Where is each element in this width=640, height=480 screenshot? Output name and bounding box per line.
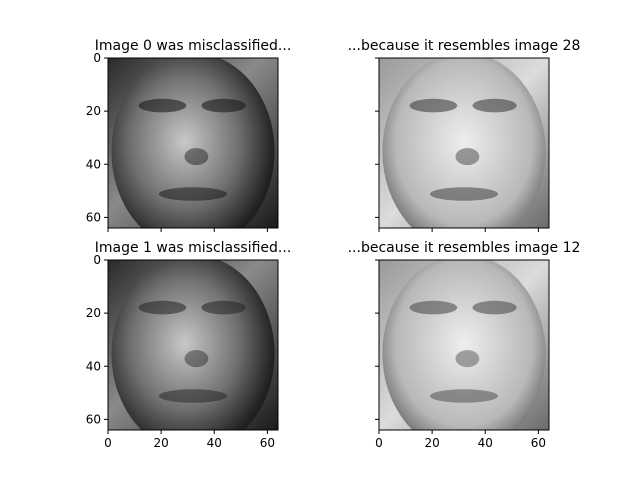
axes-frame-1: [378, 57, 550, 229]
ytick-label-0-20: 20: [86, 104, 101, 118]
ytick-label-2-0: 0: [93, 253, 101, 267]
panel-3: ...because it resembles image 12 0 20 40 60: [348, 240, 581, 450]
panel-0: Image 0 was misclassified...0 20 40 60: [86, 38, 292, 232]
xtick-label-3-20: 20: [424, 436, 439, 450]
xtick-label-2-60: 60: [260, 436, 275, 450]
ytick-label-0-60: 60: [86, 210, 101, 224]
ytick-label-2-40: 40: [86, 359, 101, 373]
panel-1: ...because it resembles image 28: [348, 38, 581, 232]
ytick-label-2-60: 60: [86, 412, 101, 426]
face-image-2: [108, 260, 278, 430]
ytick-label-0-0: 0: [93, 51, 101, 65]
xtick-label-2-0: 0: [104, 436, 112, 450]
axes-frame-2: [107, 259, 279, 431]
xtick-label-3-40: 40: [478, 436, 493, 450]
axes-frame-0: [107, 57, 279, 229]
xtick-label-2-40: 40: [207, 436, 222, 450]
face-image-3: [379, 260, 549, 430]
axes-frame-3: [378, 259, 550, 431]
xtick-label-3-60: 60: [531, 436, 546, 450]
panel-title-3: ...because it resembles image 12: [348, 240, 581, 256]
xtick-label-3-0: 0: [375, 436, 383, 450]
panel-title-0: Image 0 was misclassified...: [95, 38, 292, 54]
face-image-0: [108, 58, 278, 228]
ytick-label-2-20: 20: [86, 306, 101, 320]
xtick-label-2-20: 20: [153, 436, 168, 450]
panel-title-2: Image 1 was misclassified...: [95, 240, 292, 256]
panel-2: Image 1 was misclassified...0 20 40 6002040…: [86, 240, 292, 450]
panel-title-1: ...because it resembles image 28: [348, 38, 581, 54]
ytick-label-0-40: 40: [86, 157, 101, 171]
face-image-1: [379, 58, 549, 228]
